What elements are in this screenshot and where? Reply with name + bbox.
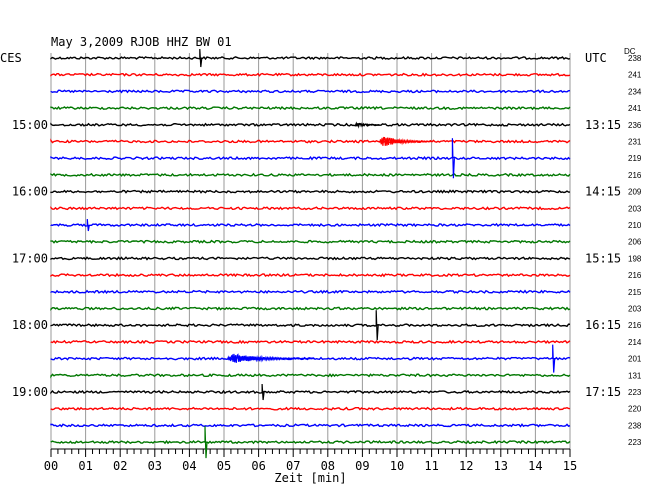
trace-line bbox=[50, 272, 571, 278]
seismic-event bbox=[451, 138, 455, 179]
trace-line bbox=[50, 406, 571, 411]
trace-line bbox=[50, 156, 571, 161]
dc-value: 216 bbox=[628, 171, 642, 180]
dc-value: 238 bbox=[628, 421, 642, 430]
x-tick-label: 01 bbox=[78, 459, 92, 473]
trace-line bbox=[50, 239, 571, 244]
trace-line bbox=[50, 222, 571, 228]
seismic-event bbox=[204, 426, 208, 459]
dc-value: 131 bbox=[628, 371, 642, 380]
x-tick-label: 13 bbox=[494, 459, 508, 473]
x-tick-label: 10 bbox=[390, 459, 404, 473]
left-time-label: 15:00 bbox=[12, 118, 48, 132]
dc-value: 234 bbox=[628, 87, 642, 96]
trace-line bbox=[50, 122, 571, 127]
right-time-label: UTC bbox=[585, 51, 607, 65]
left-time-label: 19:00 bbox=[12, 385, 48, 399]
trace-line bbox=[50, 206, 571, 211]
x-tick-label: 08 bbox=[321, 459, 335, 473]
trace-line bbox=[50, 306, 571, 311]
left-time-label: 17:00 bbox=[12, 251, 48, 265]
seismic-event bbox=[226, 353, 315, 363]
left-axis-label: CES bbox=[0, 51, 22, 65]
dc-value: 223 bbox=[628, 438, 642, 447]
x-tick-label: 00 bbox=[44, 459, 58, 473]
dc-value: 210 bbox=[628, 221, 642, 230]
seismic-event bbox=[199, 48, 203, 68]
trace-line bbox=[50, 256, 571, 261]
x-tick-label: 14 bbox=[528, 459, 542, 473]
grid-lines bbox=[50, 53, 571, 457]
dc-value: 223 bbox=[628, 388, 642, 397]
trace-line bbox=[50, 339, 571, 345]
x-axis-label: Zeit [min] bbox=[274, 471, 346, 485]
trace-line bbox=[50, 356, 571, 361]
seismic-event bbox=[375, 310, 379, 341]
x-tick-label: 02 bbox=[113, 459, 127, 473]
trace-line bbox=[50, 55, 571, 61]
right-time-label: 13:15 bbox=[585, 118, 621, 132]
dc-value: 215 bbox=[628, 288, 642, 297]
left-time-label: 18:00 bbox=[12, 318, 48, 332]
dc-value: 203 bbox=[628, 204, 642, 213]
x-tick-label: 03 bbox=[148, 459, 162, 473]
dc-value: 219 bbox=[628, 154, 642, 163]
dc-value: 209 bbox=[628, 188, 642, 197]
dc-value: 241 bbox=[628, 104, 642, 113]
x-tick-label: 07 bbox=[286, 459, 300, 473]
trace-line bbox=[50, 89, 571, 94]
trace-line bbox=[50, 423, 571, 428]
dc-value: 216 bbox=[628, 321, 642, 330]
seismic-event bbox=[552, 344, 556, 373]
seismic-event bbox=[261, 383, 265, 401]
dc-label: DC bbox=[624, 47, 636, 56]
right-time-label: 17:15 bbox=[585, 385, 621, 399]
seismic-event bbox=[354, 121, 380, 129]
trace-line bbox=[50, 373, 571, 379]
right-time-label: 15:15 bbox=[585, 251, 621, 265]
dc-value: 201 bbox=[628, 355, 642, 364]
trace-line bbox=[50, 189, 571, 194]
trace-line bbox=[50, 72, 571, 77]
dc-value: 241 bbox=[628, 71, 642, 80]
x-tick-label: 12 bbox=[459, 459, 473, 473]
trace-line bbox=[50, 289, 571, 295]
x-tick-label: 11 bbox=[424, 459, 438, 473]
x-tick-label: 09 bbox=[355, 459, 369, 473]
dc-value: 206 bbox=[628, 238, 642, 247]
dc-value: 203 bbox=[628, 305, 642, 314]
dc-value: 236 bbox=[628, 121, 642, 130]
dc-value: 214 bbox=[628, 338, 642, 347]
seismic-event bbox=[379, 136, 432, 146]
chart-labels: 00 01 02 03 04 05 06 07 08 09 10 11 12 13 14 15 Zeit [mi… bbox=[0, 35, 642, 485]
x-tick-label: 15 bbox=[563, 459, 577, 473]
x-tick-label: 05 bbox=[217, 459, 231, 473]
dc-value: 220 bbox=[628, 405, 642, 414]
x-tick-label: 04 bbox=[182, 459, 196, 473]
x-tick-label: 06 bbox=[251, 459, 265, 473]
dc-value: 231 bbox=[628, 138, 642, 147]
dc-value: 216 bbox=[628, 271, 642, 280]
trace-line bbox=[50, 439, 571, 445]
trace-line bbox=[50, 172, 571, 178]
trace-line bbox=[50, 138, 571, 144]
dc-value: 198 bbox=[628, 254, 642, 263]
right-time-label: 16:15 bbox=[585, 318, 621, 332]
chart-title: May 3,2009 RJOB HHZ BW 01 bbox=[51, 35, 232, 49]
right-time-label: 14:15 bbox=[585, 185, 621, 199]
seismic-traces bbox=[50, 48, 571, 459]
trace-line bbox=[50, 323, 571, 328]
trace-line bbox=[50, 105, 571, 111]
trace-line bbox=[50, 389, 571, 395]
dc-value: 238 bbox=[628, 54, 642, 63]
seismic-event bbox=[86, 218, 90, 232]
left-time-label: 16:00 bbox=[12, 185, 48, 199]
